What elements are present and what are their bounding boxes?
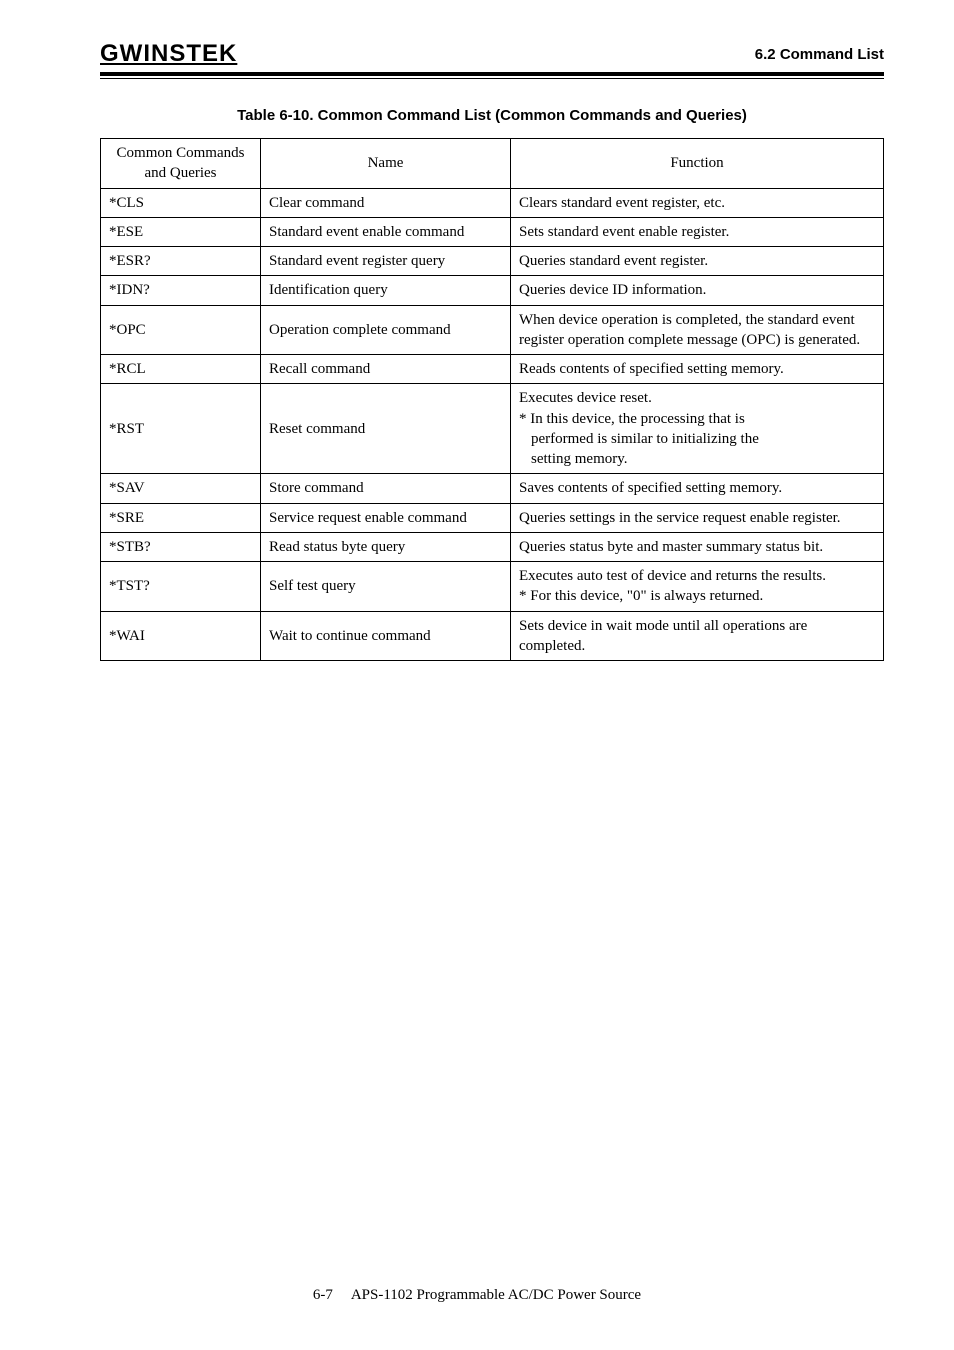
cell-name: Operation complete command [261, 305, 511, 355]
cell-name: Self test query [261, 562, 511, 612]
cell-command: *STB? [101, 532, 261, 561]
table-header-row: Common Commands and Queries Name Functio… [101, 139, 884, 189]
cell-function-line: Queries settings in the service request … [519, 508, 875, 528]
table-row: *CLSClear command Clears standard event r… [101, 188, 884, 217]
cell-function: Executes auto test of device and returns… [511, 562, 884, 612]
cell-function-line: When device operation is completed, the … [519, 310, 875, 351]
cell-function: Saves contents of specified setting memo… [511, 474, 884, 503]
cell-function: Queries settings in the service request … [511, 503, 884, 532]
cell-name: Read status byte query [261, 532, 511, 561]
cell-function-line: Executes device reset. [519, 388, 875, 408]
cell-function-line: Queries device ID information. [519, 280, 875, 300]
cell-name: Identification query [261, 276, 511, 305]
cell-command: *WAI [101, 611, 261, 661]
cell-function: Executes device reset.* In this device, … [511, 384, 884, 474]
cell-function-line: Saves contents of specified setting memo… [519, 478, 875, 498]
cell-function-line: * In this device, the processing that is [519, 409, 875, 429]
cell-name: Service request enable command [261, 503, 511, 532]
col-header-function: Function [511, 139, 884, 189]
col-header-name: Name [261, 139, 511, 189]
section-title: 6.2 Command List [755, 46, 884, 63]
cell-command: *IDN? [101, 276, 261, 305]
table-row: *RCLRecall command Reads contents of spec… [101, 355, 884, 384]
col-header-commands-line2: and Queries [109, 163, 252, 183]
cell-name: Wait to continue command [261, 611, 511, 661]
command-table: Common Commands and Queries Name Functio… [100, 138, 884, 661]
table-row: *RSTReset commandExecutes device reset.*… [101, 384, 884, 474]
cell-function-line: * For this device, "0" is always returne… [519, 586, 875, 606]
page: GWINSTEK 6.2 Command List Table 6-10. Co… [0, 0, 954, 1350]
table-row: *ESEStandard event enable command Sets st… [101, 217, 884, 246]
header-rule-thick [100, 72, 884, 76]
cell-function: When device operation is completed, the … [511, 305, 884, 355]
cell-function-line: Queries standard event register. [519, 251, 875, 271]
table-body: *CLSClear command Clears standard event r… [101, 188, 884, 661]
cell-function-line: setting memory. [519, 449, 875, 469]
cell-function: Sets standard event enable register. [511, 217, 884, 246]
table-row: *STB?Read status byte query Queries statu… [101, 532, 884, 561]
cell-function: Sets device in wait mode until all opera… [511, 611, 884, 661]
cell-function: Reads contents of specified setting memo… [511, 355, 884, 384]
table-caption: Table 6-10. Common Command List (Common … [100, 107, 884, 124]
col-header-commands-line1: Common Commands [109, 143, 252, 163]
cell-name: Reset command [261, 384, 511, 474]
cell-command: *SRE [101, 503, 261, 532]
table-row: *ESR?Standard event register query Querie… [101, 247, 884, 276]
page-footer: 6-7 APS-1102 Programmable AC/DC Power So… [0, 1287, 954, 1304]
cell-function-line: Clears standard event register, etc. [519, 193, 875, 213]
cell-command: *CLS [101, 188, 261, 217]
cell-command: *RCL [101, 355, 261, 384]
cell-name: Clear command [261, 188, 511, 217]
table-row: *WAIWait to continue commandSets device … [101, 611, 884, 661]
brand-logo-text: GWINSTEK [100, 40, 237, 68]
footer-title: APS-1102 Programmable AC/DC Power Source [351, 1287, 641, 1303]
page-header: GWINSTEK 6.2 Command List [100, 40, 884, 72]
cell-function-line: Sets standard event enable register. [519, 222, 875, 242]
header-rule-thin [100, 78, 884, 79]
cell-name: Store command [261, 474, 511, 503]
cell-command: *RST [101, 384, 261, 474]
cell-command: *SAV [101, 474, 261, 503]
cell-function-line: Queries status byte and master summary s… [519, 537, 875, 557]
cell-function: Clears standard event register, etc. [511, 188, 884, 217]
col-header-commands: Common Commands and Queries [101, 139, 261, 189]
cell-function: Queries device ID information. [511, 276, 884, 305]
table-row: *IDN?Identification query Queries device … [101, 276, 884, 305]
cell-name: Standard event register query [261, 247, 511, 276]
cell-command: *OPC [101, 305, 261, 355]
footer-page-number: 6-7 [313, 1287, 333, 1303]
table-row: *SAVStore command Saves contents of speci… [101, 474, 884, 503]
cell-function: Queries status byte and master summary s… [511, 532, 884, 561]
cell-function-line: performed is similar to initializing the [519, 429, 875, 449]
table-row: *OPCOperation complete commandWhen devic… [101, 305, 884, 355]
cell-function-line: Sets device in wait mode until all opera… [519, 616, 875, 657]
table-row: *TST?Self test query Executes auto test o… [101, 562, 884, 612]
cell-command: *ESR? [101, 247, 261, 276]
cell-name: Standard event enable command [261, 217, 511, 246]
cell-command: *TST? [101, 562, 261, 612]
brand-logo: GWINSTEK [100, 40, 237, 68]
cell-function: Queries standard event register. [511, 247, 884, 276]
table-row: *SREService request enable command Querie… [101, 503, 884, 532]
cell-command: *ESE [101, 217, 261, 246]
cell-name: Recall command [261, 355, 511, 384]
cell-function-line: Executes auto test of device and returns… [519, 566, 875, 586]
cell-function-line: Reads contents of specified setting memo… [519, 359, 875, 379]
